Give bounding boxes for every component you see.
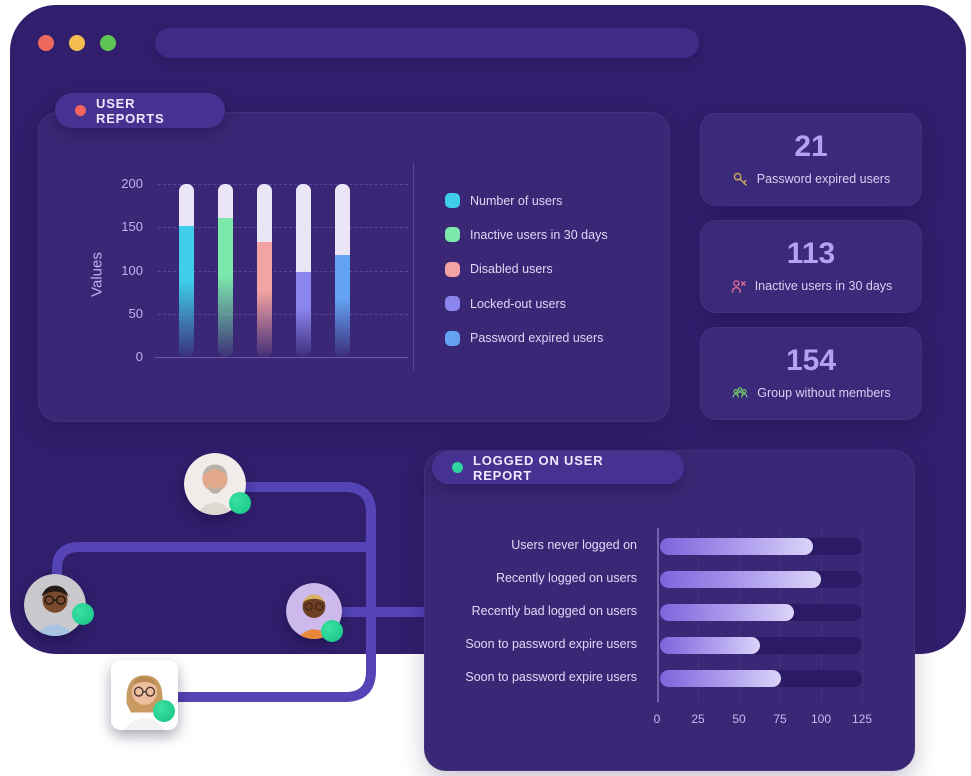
- vbar-1: [217, 184, 233, 357]
- y-tick-50: 50: [128, 305, 143, 321]
- y-tick-200: 200: [121, 176, 143, 191]
- legend-item-1: Inactive users in 30 days: [445, 227, 608, 243]
- vbar-2-value: [256, 241, 272, 357]
- h-bar-label-3: Soon to password expire users: [465, 637, 637, 651]
- teal-dot-icon: [452, 462, 463, 473]
- stat-label-row: Group without members: [731, 385, 891, 402]
- legend-swatch-icon: [445, 330, 460, 346]
- gridline-200: [158, 184, 408, 185]
- y-tick-0: 0: [135, 349, 143, 364]
- stat-label: Password expired users: [756, 172, 891, 186]
- vbar-4: [335, 184, 351, 357]
- h-bar-label-1: Recently logged on users: [495, 571, 637, 585]
- v-gridline-125: [862, 528, 863, 702]
- h-bar-label-0: Users never logged on: [511, 538, 637, 552]
- red-dot-icon: [75, 105, 86, 116]
- legend-label: Disabled users: [470, 262, 553, 277]
- x-tick-100: 100: [810, 712, 832, 726]
- h-bar-label-4: Soon to password expire users: [465, 670, 637, 684]
- logged-report-title: LOGGED ON USER REPORT: [473, 452, 604, 483]
- online-status-dot-1: [229, 492, 251, 514]
- vbar-4-value: [335, 254, 351, 357]
- logged-report-badge: LOGGED ON USER REPORT: [432, 451, 684, 484]
- h-chart-axis-line: [657, 528, 659, 702]
- vbar-3: [296, 184, 312, 357]
- stat-label-row: Inactive users in 30 days: [730, 278, 893, 295]
- avatar-user-4-photo: [111, 660, 178, 730]
- user-reports-title: USER REPORTS: [96, 95, 165, 126]
- legend-item-2: Disabled users: [445, 261, 553, 277]
- vbar-2-remainder: [256, 184, 272, 242]
- legend-label: Locked-out users: [470, 296, 566, 311]
- gridline-50: [158, 313, 408, 315]
- stat-label: Inactive users in 30 days: [754, 279, 893, 293]
- avatar-user-2[interactable]: [24, 574, 86, 636]
- stat-value: 113: [786, 236, 836, 270]
- user-x-icon: [730, 278, 747, 295]
- h-bar-value-1: [660, 570, 821, 588]
- vbar-0-value: [178, 225, 194, 357]
- legend-swatch-icon: [445, 261, 460, 277]
- legend-label: Number of users: [470, 193, 563, 208]
- x-tick-0: 0: [653, 712, 661, 726]
- vbar-1-remainder: [217, 184, 233, 218]
- x-tick-75: 75: [773, 712, 787, 726]
- x-tick-125: 125: [851, 712, 873, 726]
- h-bar-value-3: [660, 636, 761, 654]
- y-tick-100: 100: [121, 262, 143, 278]
- vbar-4-remainder: [335, 184, 351, 255]
- stat-label-row: Password expired users: [732, 171, 890, 188]
- x-tick-25: 25: [691, 712, 705, 726]
- stat-card-1[interactable]: 113 Inactive users in 30 days: [700, 220, 922, 313]
- online-status-dot-3: [321, 620, 343, 642]
- legend-item-3: Locked-out users: [445, 296, 566, 312]
- stat-value: 21: [794, 129, 828, 163]
- stat-label: Group without members: [757, 386, 891, 400]
- stat-value: 154: [785, 343, 837, 377]
- vbar-1-value: [217, 217, 233, 357]
- gridline-150: [158, 227, 408, 229]
- online-status-dot-4: [153, 700, 175, 722]
- group-icon: [731, 385, 749, 402]
- legend-swatch-icon: [445, 296, 460, 312]
- h-bar-label-2: Recently bad logged on users: [471, 604, 637, 618]
- gridline-100: [158, 270, 408, 272]
- avatar-user-4[interactable]: [111, 660, 178, 730]
- vbar-0-remainder: [178, 184, 194, 226]
- user-reports-badge: USER REPORTS: [55, 93, 225, 128]
- vbar-3-value: [296, 272, 312, 357]
- h-bar-value-4: [660, 669, 782, 687]
- x-axis-line: [155, 357, 408, 358]
- x-tick-50: 50: [732, 712, 746, 726]
- key-icon: [732, 171, 749, 188]
- legend-swatch-icon: [445, 193, 460, 208]
- legend-swatch-icon: [445, 227, 460, 243]
- y-axis-label: Values: [88, 252, 106, 297]
- vbar-3-remainder: [296, 184, 312, 273]
- h-bar-value-0: [660, 537, 813, 555]
- legend-divider: [413, 162, 414, 370]
- user-reports-panel: [38, 112, 670, 422]
- avatar-user-2-photo: [24, 574, 86, 636]
- address-bar-input[interactable]: [155, 28, 699, 58]
- stat-card-2[interactable]: 154 Group without members: [700, 327, 922, 420]
- legend-label: Password expired users: [470, 331, 604, 346]
- legend-item-4: Password expired users: [445, 330, 604, 346]
- online-status-dot-2: [72, 603, 94, 625]
- y-tick-150: 150: [121, 219, 143, 235]
- legend-label: Inactive users in 30 days: [470, 227, 608, 242]
- close-button[interactable]: [38, 35, 54, 51]
- stat-card-0[interactable]: 21 Password expired users: [700, 113, 922, 206]
- vbar-0: [178, 184, 194, 357]
- minimize-button[interactable]: [69, 35, 85, 51]
- vbar-2: [256, 184, 272, 357]
- h-bar-value-2: [660, 603, 795, 621]
- maximize-button[interactable]: [100, 35, 116, 51]
- legend-item-0: Number of users: [445, 193, 562, 208]
